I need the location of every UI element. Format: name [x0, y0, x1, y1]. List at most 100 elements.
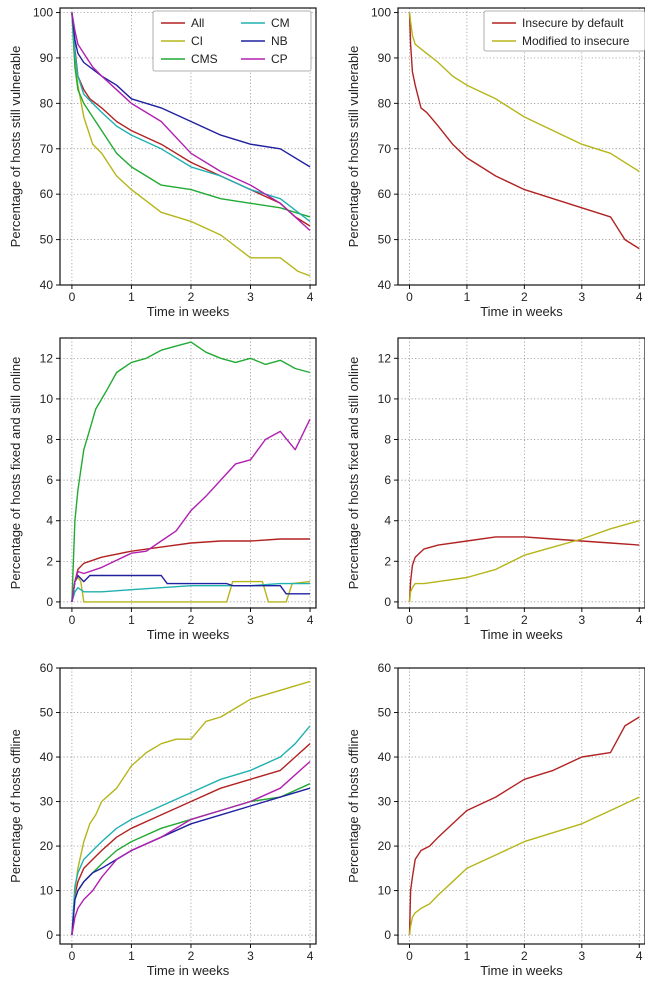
series-line-cm: [71, 725, 311, 936]
x-tick-label: 2: [521, 949, 528, 963]
y-tick-label: 4: [384, 514, 391, 528]
series-line-modified-to-insecure: [408, 520, 640, 602]
y-axis-label: Percentage of hosts fixed and still onli…: [346, 357, 361, 590]
y-tick-label: 60: [378, 661, 392, 675]
y-tick-label: 0: [384, 595, 391, 609]
y-tick-label: 90: [40, 51, 54, 65]
y-tick-label: 80: [378, 96, 392, 110]
x-tick-label: 1: [464, 949, 471, 963]
legend-label: CM: [271, 16, 290, 30]
y-tick-label: 70: [378, 142, 392, 156]
y-tick-label: 10: [378, 884, 392, 898]
x-tick-label: 0: [406, 290, 413, 304]
series-line-nb: [71, 12, 311, 168]
y-tick-label: 20: [378, 839, 392, 853]
x-axis-label: Time in weeks: [147, 304, 230, 319]
y-axis-label: Percentage of hosts offline: [346, 729, 361, 883]
x-axis-label: Time in weeks: [480, 627, 563, 642]
x-tick-label: 1: [128, 949, 135, 963]
y-tick-label: 40: [40, 750, 54, 764]
x-tick-label: 0: [69, 290, 76, 304]
y-tick-label: 0: [46, 595, 53, 609]
x-axis-label: Time in weeks: [480, 304, 563, 319]
x-tick-label: 4: [636, 613, 643, 627]
y-axis-label: Percentage of hosts still vulnerable: [8, 46, 23, 248]
y-tick-label: 60: [378, 187, 392, 201]
x-tick-label: 2: [188, 290, 195, 304]
series-line-cms: [71, 12, 311, 218]
plot-frame: [397, 337, 645, 609]
x-tick-label: 4: [307, 949, 314, 963]
y-tick-label: 10: [40, 884, 54, 898]
plot-frame: [59, 667, 317, 945]
plot-frame: [397, 7, 645, 286]
x-tick-label: 4: [307, 613, 314, 627]
legend-label: NB: [271, 34, 288, 48]
legend-label: Insecure by default: [522, 16, 624, 30]
y-axis-label: Percentage of hosts fixed and still onli…: [8, 357, 23, 590]
y-tick-label: 6: [384, 473, 391, 487]
x-tick-label: 2: [521, 290, 528, 304]
chart-panel-2: 0 1 2 3 4 40 50 60 70 80 90 100 Time in weeks Percent…: [346, 6, 645, 319]
y-tick-label: 10: [40, 392, 54, 406]
x-tick-label: 4: [307, 290, 314, 304]
x-tick-label: 4: [636, 290, 643, 304]
y-tick-label: 40: [378, 750, 392, 764]
series-line-insecure-by-default: [408, 716, 640, 936]
legend-box: [483, 10, 645, 52]
x-tick-label: 1: [464, 613, 471, 627]
y-tick-label: 60: [40, 187, 54, 201]
y-tick-label: 60: [40, 661, 54, 675]
y-tick-label: 4: [46, 514, 53, 528]
y-tick-label: 50: [40, 706, 54, 720]
y-tick-label: 12: [378, 351, 392, 365]
x-tick-label: 0: [406, 613, 413, 627]
series-line-cp: [71, 418, 311, 603]
series-line-cp: [71, 760, 311, 936]
x-tick-label: 3: [247, 290, 254, 304]
series-line-modified-to-insecure: [408, 12, 640, 173]
y-tick-label: 2: [46, 554, 53, 568]
y-tick-label: 30: [378, 795, 392, 809]
x-tick-label: 1: [128, 290, 135, 304]
x-tick-label: 1: [128, 613, 135, 627]
series-line-nb: [71, 574, 310, 603]
legend-label: CP: [271, 52, 288, 66]
y-tick-label: 80: [40, 96, 54, 110]
y-tick-label: 50: [378, 233, 392, 247]
y-tick-label: 70: [40, 142, 54, 156]
legend-label: All: [191, 16, 204, 30]
legend: Insecure by default Modified to insecure: [483, 10, 645, 52]
y-tick-label: 50: [378, 706, 392, 720]
legend: All CI CMS CM NB CP: [152, 10, 312, 72]
chart-panel-1: 0 1 2 3 4 40 50 60 70 80 90 100 Time in weeks Percent…: [8, 6, 317, 319]
y-tick-label: 100: [33, 6, 53, 20]
legend-label: CMS: [191, 52, 218, 66]
x-axis-label: Time in weeks: [480, 963, 563, 978]
y-tick-label: 40: [40, 278, 54, 292]
x-tick-label: 1: [464, 290, 471, 304]
series-line-cm: [71, 12, 311, 222]
y-axis-label: Percentage of hosts still vulnerable: [346, 46, 361, 248]
y-tick-label: 0: [46, 928, 53, 942]
series-line-all: [71, 538, 310, 603]
legend-box: [152, 10, 312, 72]
y-tick-label: 0: [384, 928, 391, 942]
x-tick-label: 2: [188, 613, 195, 627]
series-line-cms: [71, 341, 311, 602]
y-tick-label: 30: [40, 795, 54, 809]
y-tick-label: 20: [40, 839, 54, 853]
plot-frame: [59, 7, 317, 286]
legend-label: Modified to insecure: [522, 34, 630, 48]
x-tick-label: 0: [69, 613, 76, 627]
series-line-ci: [71, 576, 311, 603]
series-line-ci: [71, 680, 311, 936]
y-tick-label: 8: [384, 433, 391, 447]
y-tick-label: 40: [378, 278, 392, 292]
plot-frame: [59, 337, 317, 609]
